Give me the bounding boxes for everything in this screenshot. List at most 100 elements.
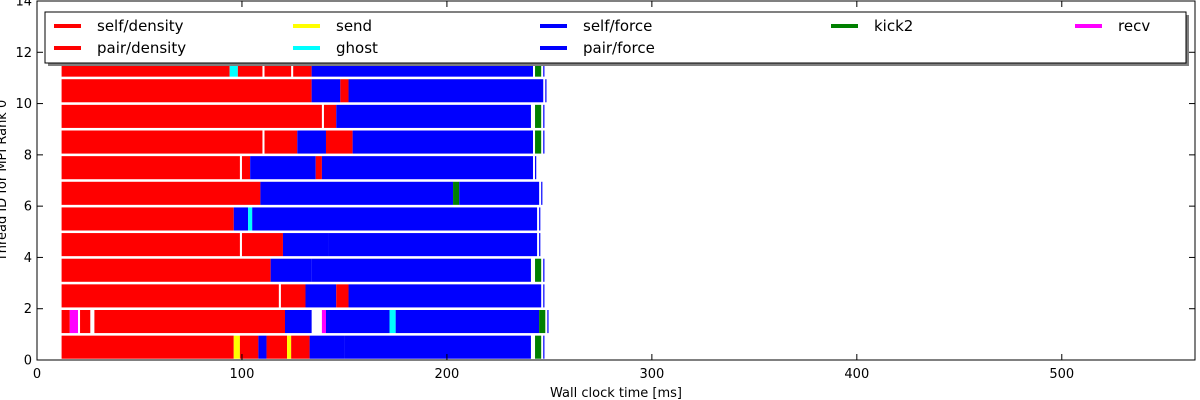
task-segment-density bbox=[61, 284, 279, 308]
task-segment-force bbox=[311, 258, 531, 282]
task-segment-ghost bbox=[248, 207, 253, 231]
task-segment-force bbox=[252, 207, 538, 231]
task-segment-force bbox=[395, 310, 540, 334]
task-segment-kick2 bbox=[535, 258, 542, 282]
task-segment-force bbox=[543, 104, 545, 128]
task-segment-kick2 bbox=[453, 181, 460, 205]
legend-label: self/force bbox=[583, 17, 652, 35]
thread-row-2 bbox=[61, 284, 545, 308]
task-segment-density bbox=[61, 207, 234, 231]
task-segment-recv bbox=[69, 310, 78, 334]
task-segment-force bbox=[535, 156, 537, 180]
legend-label: ghost bbox=[336, 39, 378, 57]
task-segment-kick2 bbox=[535, 335, 542, 359]
thread-row-10 bbox=[61, 79, 547, 103]
y-tick-label: 6 bbox=[24, 200, 32, 215]
task-segment-density bbox=[340, 79, 349, 103]
thread-row-9 bbox=[61, 104, 545, 128]
x-tick-label: 500 bbox=[1049, 367, 1074, 382]
x-tick-label: 200 bbox=[434, 367, 459, 382]
task-segment-force bbox=[282, 233, 329, 257]
task-segment-force bbox=[348, 79, 544, 103]
task-segment-force bbox=[543, 284, 545, 308]
thread-row-5 bbox=[61, 207, 541, 231]
y-tick-label: 10 bbox=[15, 97, 32, 112]
task-segment-density bbox=[61, 79, 312, 103]
task-segment-force bbox=[233, 207, 249, 231]
x-tick-label: 400 bbox=[844, 367, 869, 382]
task-segment-density bbox=[239, 335, 259, 359]
task-segment-force bbox=[547, 310, 549, 334]
task-segment-force bbox=[250, 156, 316, 180]
task-segment-send bbox=[233, 335, 240, 359]
task-segment-density bbox=[241, 233, 283, 257]
task-segment-density bbox=[315, 156, 322, 180]
y-tick-label: 4 bbox=[24, 251, 32, 266]
task-segment-density bbox=[61, 130, 263, 154]
task-segment-force bbox=[321, 156, 533, 180]
task-segment-kick2 bbox=[535, 104, 542, 128]
legend-label: self/density bbox=[97, 17, 184, 35]
task-segment-density bbox=[325, 130, 353, 154]
task-segment-density bbox=[61, 156, 240, 180]
legend-label: pair/force bbox=[583, 39, 655, 57]
y-axis-label: Thread ID for MPI Rank 0 bbox=[0, 100, 10, 262]
task-segment-density bbox=[336, 284, 349, 308]
y-tick-label: 12 bbox=[15, 46, 32, 61]
y-tick-label: 0 bbox=[24, 354, 32, 369]
task-segment-send bbox=[287, 335, 292, 359]
task-segment-force bbox=[260, 181, 454, 205]
x-tick-label: 300 bbox=[639, 367, 664, 382]
thread-row-4 bbox=[61, 233, 541, 257]
plot-frame bbox=[36, 0, 1196, 361]
task-segment-force bbox=[543, 130, 545, 154]
task-segment-force bbox=[285, 310, 312, 334]
task-segment-force bbox=[352, 130, 533, 154]
legend-label: send bbox=[336, 17, 372, 35]
task-segment-density bbox=[61, 233, 240, 257]
axis-ticks: 0 100 200 300 400 500 0 2 4 6 8 10 12 14 bbox=[15, 0, 1195, 382]
task-segment-ghost bbox=[389, 310, 396, 334]
legend-label: kick2 bbox=[874, 17, 913, 35]
legend-label: recv bbox=[1118, 17, 1150, 35]
y-tick-label: 8 bbox=[24, 148, 32, 163]
task-segment-density bbox=[241, 156, 251, 180]
task-segment-density bbox=[61, 310, 70, 334]
task-segment-recv bbox=[321, 310, 326, 334]
task-segment-force bbox=[305, 284, 337, 308]
task-segment-density bbox=[291, 335, 310, 359]
task-segment-force bbox=[344, 335, 531, 359]
task-segment-density bbox=[94, 310, 285, 334]
legend: self/density pair/density send ghost self/fo… bbox=[44, 11, 1189, 66]
task-segment-force bbox=[325, 310, 390, 334]
task-segment-density bbox=[61, 104, 322, 128]
y-tick-label: 2 bbox=[24, 302, 32, 317]
task-segment-density bbox=[266, 335, 288, 359]
task-segment-density bbox=[61, 335, 234, 359]
thread-row-8 bbox=[61, 130, 545, 154]
task-segment-density bbox=[323, 104, 337, 128]
thread-row-1 bbox=[61, 310, 549, 334]
task-segment-force bbox=[309, 335, 345, 359]
x-tick-label: 0 bbox=[33, 367, 41, 382]
task-segment-force bbox=[459, 181, 540, 205]
thread-row-7 bbox=[61, 156, 537, 180]
task-segment-density bbox=[264, 130, 298, 154]
task-segment-force bbox=[541, 181, 543, 205]
x-axis-label: Wall clock time [ms] bbox=[550, 386, 682, 400]
task-segment-force bbox=[328, 233, 538, 257]
task-segment-force bbox=[539, 233, 541, 257]
task-segment-kick2 bbox=[535, 130, 542, 154]
task-segment-force bbox=[297, 130, 326, 154]
task-segment-density bbox=[80, 310, 91, 334]
task-segment-force bbox=[270, 258, 312, 282]
task-segment-density bbox=[61, 258, 271, 282]
task-segment-force bbox=[258, 335, 267, 359]
task-segment-force bbox=[336, 104, 531, 128]
task-segment-density bbox=[61, 181, 261, 205]
task-segment-density bbox=[280, 284, 306, 308]
task-segment-force bbox=[348, 284, 542, 308]
y-tick-label: 14 bbox=[15, 0, 32, 10]
task-segment-force bbox=[539, 207, 541, 231]
